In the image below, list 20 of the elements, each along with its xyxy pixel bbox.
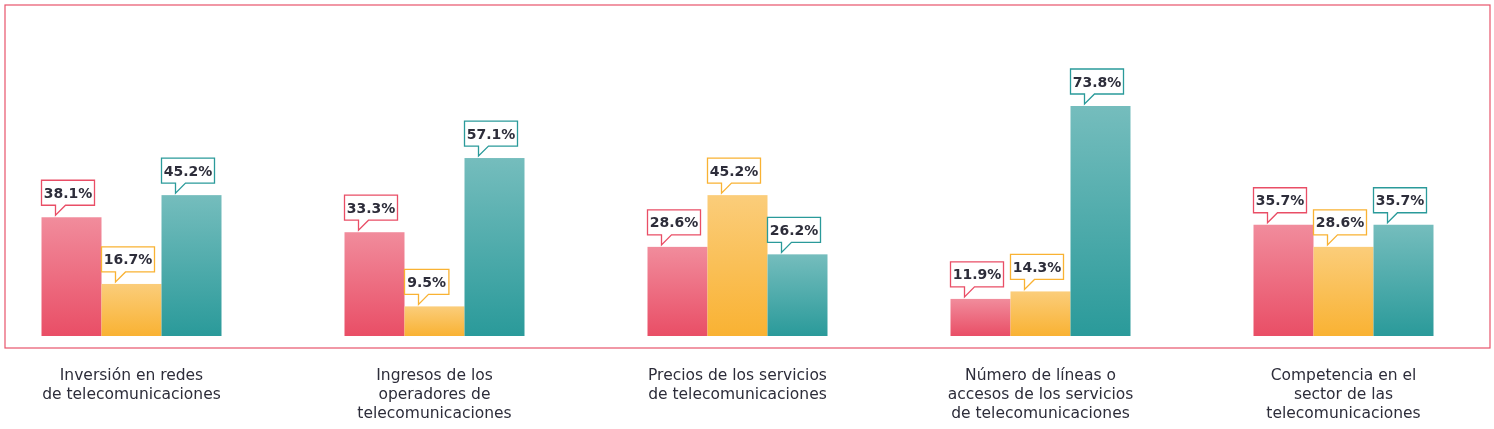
data-label: 14.3% bbox=[1012, 258, 1062, 275]
data-label: 35.7% bbox=[1375, 192, 1425, 209]
data-label: 28.6% bbox=[649, 214, 699, 231]
x-tick-label: Precios de los servicios de telecomunicaciones bbox=[648, 366, 827, 403]
data-label: 73.8% bbox=[1072, 73, 1122, 90]
data-label: 16.7% bbox=[103, 251, 153, 268]
data-label: 9.5% bbox=[407, 273, 447, 290]
x-tick-label: Competencia en el sector de las telecomunicaciones bbox=[1266, 366, 1421, 422]
data-label: 45.2% bbox=[709, 162, 759, 179]
data-label: 28.6% bbox=[1315, 214, 1365, 231]
x-tick-label: Inversión en redes de telecomunicaciones bbox=[42, 366, 221, 403]
x-tick-label: Número de líneas o accesos de los servicios de telecomunicaciones bbox=[947, 366, 1134, 422]
data-label: 11.9% bbox=[952, 266, 1002, 283]
data-label: 26.2% bbox=[769, 221, 819, 238]
data-label: 57.1% bbox=[466, 125, 516, 142]
data-label: 33.3% bbox=[346, 199, 396, 216]
data-label: 45.2% bbox=[163, 162, 213, 179]
data-label: 38.1% bbox=[43, 184, 93, 201]
data-label: 35.7% bbox=[1255, 192, 1305, 209]
x-tick-label: Ingresos de los operadores de telecomunicaciones bbox=[357, 366, 512, 422]
